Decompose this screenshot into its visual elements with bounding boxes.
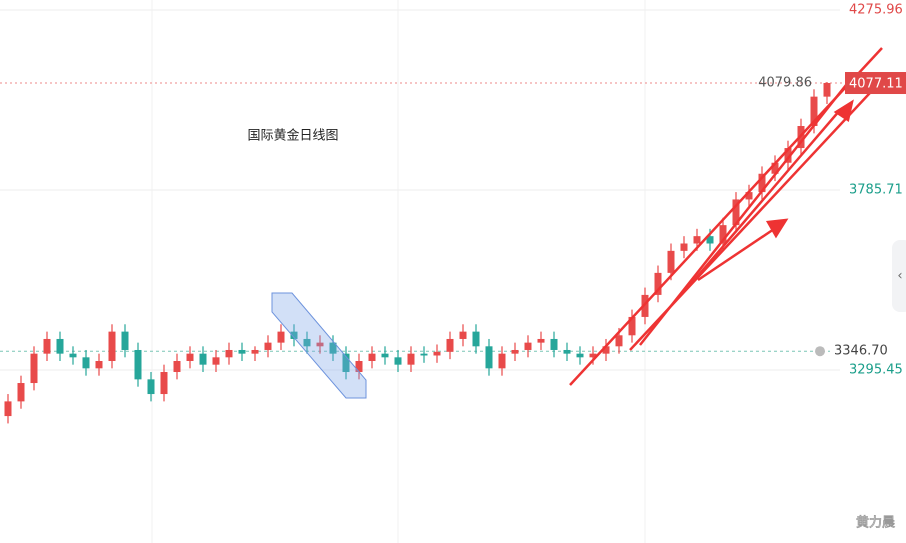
price-label: 4077.11 xyxy=(849,77,903,92)
candle-body xyxy=(368,353,376,361)
candle-body xyxy=(745,192,753,200)
trend-arrows xyxy=(569,47,883,386)
candle-body xyxy=(563,349,571,354)
candle-body xyxy=(823,83,831,97)
candle-body xyxy=(537,338,545,343)
channel-drawing xyxy=(271,292,367,399)
watermark: 黄力晨 xyxy=(856,516,895,531)
candle-body xyxy=(147,379,155,395)
candle-body xyxy=(30,353,38,384)
price-badge xyxy=(845,72,906,95)
candle-body xyxy=(56,338,64,354)
candle-body xyxy=(186,353,194,361)
candle-body xyxy=(95,360,103,369)
alert-bell xyxy=(815,346,825,357)
alert-label: 3346.70 xyxy=(834,344,888,359)
candle-body xyxy=(576,353,584,358)
candle-body xyxy=(355,360,363,373)
candle-body xyxy=(290,331,298,339)
candle-body xyxy=(602,346,610,354)
candle-body xyxy=(316,342,324,347)
candle-body xyxy=(381,353,389,358)
candle-body xyxy=(641,294,649,317)
candle-body xyxy=(524,342,532,350)
candle-body xyxy=(342,353,350,373)
y-tick-label: 3785.71 xyxy=(849,183,903,198)
candle-body xyxy=(459,331,467,339)
candle-body xyxy=(589,353,597,358)
chart-title: 国际黄金日线图 xyxy=(247,128,338,144)
candle-body xyxy=(758,173,766,193)
candle-body xyxy=(732,199,740,226)
candle-body xyxy=(420,353,428,356)
side-panel-toggle[interactable] xyxy=(892,240,906,312)
candle-body xyxy=(17,383,25,402)
candle-body xyxy=(615,335,623,347)
candle-body xyxy=(4,401,12,417)
candle-body xyxy=(511,349,519,354)
candle-body xyxy=(628,316,636,336)
candle-body xyxy=(771,162,779,174)
candle-body xyxy=(69,353,77,358)
candle-body xyxy=(212,357,220,365)
candle-body xyxy=(472,331,480,347)
candle-body xyxy=(654,272,662,295)
candle-body xyxy=(680,243,688,251)
y-tick-label: 3295.45 xyxy=(849,363,903,378)
toggle-icon[interactable]: ‹ xyxy=(897,269,902,284)
candle-body xyxy=(303,338,311,347)
candle-body xyxy=(394,357,402,365)
candle-body xyxy=(433,351,441,356)
candle-body xyxy=(199,353,207,365)
candle-body xyxy=(238,349,246,354)
candle-body xyxy=(446,338,454,352)
plot xyxy=(0,9,845,424)
candle-body xyxy=(706,236,714,244)
candle-body xyxy=(407,353,415,365)
y-tick-label: 4275.96 xyxy=(849,3,903,18)
candle-body xyxy=(810,96,818,127)
candle-body xyxy=(693,236,701,244)
high-label: 4079.86 xyxy=(758,76,812,91)
candle-body xyxy=(251,349,259,354)
candle-body xyxy=(498,353,506,369)
candle-body xyxy=(485,346,493,369)
candle-body xyxy=(329,342,337,354)
candle-body xyxy=(108,331,116,361)
candle-body xyxy=(173,360,181,373)
candle-body xyxy=(82,357,90,369)
candle-body xyxy=(160,372,168,395)
candle-body xyxy=(264,342,272,350)
candle-body xyxy=(719,225,727,244)
candle-body xyxy=(277,331,285,343)
candle-body xyxy=(121,331,129,350)
candle-body xyxy=(134,349,142,380)
candle-body xyxy=(784,148,792,163)
candle-body xyxy=(43,338,51,354)
candle-body xyxy=(667,250,675,273)
candle-body xyxy=(550,338,558,350)
candle-body xyxy=(225,349,233,358)
